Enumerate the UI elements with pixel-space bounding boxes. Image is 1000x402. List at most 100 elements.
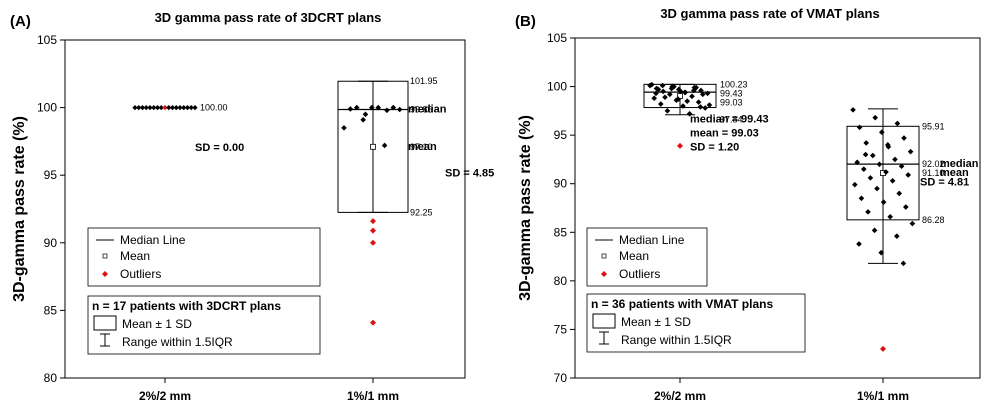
- data-point-0-0-10: [169, 105, 176, 111]
- data-point-1-0-34: [682, 89, 688, 96]
- legend-frame-0: [87, 227, 321, 287]
- y-tick-label-0-3: 95: [44, 168, 58, 182]
- data-point-0-0-14: [184, 105, 191, 111]
- legend-mean-swatch-0: [102, 253, 108, 259]
- data-point-0-1-10: [381, 142, 388, 149]
- data-point-1-0-28: [668, 85, 675, 92]
- data-point-1-1-22: [858, 195, 865, 202]
- outlier-point-1-0-0: [677, 142, 683, 149]
- x-tick-label-0-0: 2%/2 mm: [139, 389, 191, 402]
- outlier-point-0-1-0: [370, 218, 376, 225]
- data-point-1-0-22: [655, 86, 662, 93]
- data-point-1-1-16: [905, 172, 911, 178]
- data-point-1-0-23: [677, 88, 684, 95]
- value-annotation-1-0-1: 99.43: [720, 88, 743, 98]
- data-point-1-0-26: [684, 98, 690, 104]
- outlier-point-0-1-3: [370, 319, 376, 326]
- legend-box-item-range-0: Range within 1.5IQR: [122, 335, 233, 349]
- data-point-0-0-9: [166, 105, 172, 111]
- data-point-0-0-2: [139, 105, 146, 111]
- data-point-1-0-29: [691, 87, 697, 94]
- x-tick-label-0-1: 1%/1 mm: [347, 389, 399, 402]
- data-point-1-1-24: [903, 204, 909, 210]
- data-point-1-1-12: [876, 161, 883, 168]
- plot-frame-1: [574, 37, 981, 379]
- data-point-1-1-2: [894, 120, 901, 127]
- value-annotation-0-1-1: 99.86: [410, 104, 433, 114]
- group-label-1-1-0: median: [940, 158, 979, 170]
- data-point-1-1-5: [901, 135, 907, 141]
- data-point-1-0-32: [697, 104, 704, 110]
- data-point-1-1-11: [854, 159, 860, 166]
- mean-marker-0-1: [370, 143, 376, 150]
- data-point-0-0-12: [177, 105, 183, 111]
- stats-text-1-0-1: mean = 99.03: [690, 128, 759, 140]
- y-tick-label-0-5: 105: [37, 33, 57, 47]
- data-point-1-0-18: [686, 110, 693, 117]
- group-label-0-1-0: median: [408, 103, 447, 115]
- data-point-0-0-4: [147, 105, 153, 111]
- data-point-1-0-33: [659, 82, 666, 89]
- data-point-0-1-4: [369, 104, 375, 111]
- value-annotation-1-1-1: 92.02: [922, 159, 945, 169]
- group-label-0-1-2: SD = 4.85: [445, 168, 494, 180]
- data-point-0-1-9: [360, 116, 366, 123]
- data-point-0-1-6: [353, 104, 360, 111]
- data-point-0-1-2: [384, 107, 390, 114]
- chart-title-1: 3D gamma pass rate of VMAT plans: [660, 6, 879, 21]
- data-point-1-0-31: [675, 96, 681, 102]
- panel-label-0: (A): [10, 13, 31, 30]
- legend-item-outliers-1: Outliers: [619, 267, 660, 281]
- data-point-1-0-25: [662, 94, 668, 101]
- data-point-1-0-13: [695, 99, 702, 105]
- data-point-1-0-8: [704, 90, 711, 97]
- data-point-0-1-0: [341, 125, 347, 131]
- data-point-1-1-19: [852, 181, 858, 188]
- outlier-point-1-1-0: [880, 345, 886, 352]
- data-point-1-1-27: [909, 220, 916, 227]
- data-point-0-0-1: [136, 105, 142, 111]
- data-point-0-0-7: [158, 105, 164, 111]
- data-point-1-1-29: [894, 233, 900, 239]
- data-point-0-0-13: [181, 105, 187, 111]
- legend-box-item-sd-0: Mean ± 1 SD: [122, 317, 192, 331]
- y-tick-label-0-2: 90: [44, 236, 58, 250]
- data-point-1-1-3: [856, 124, 863, 131]
- chart-title-0: 3D gamma pass rate of 3DCRT plans: [155, 10, 382, 25]
- stats-text-1-0-2: SD = 1.20: [690, 142, 739, 154]
- legend-item-median-1: Median Line: [619, 233, 685, 247]
- y-tick-label-0-1: 85: [44, 303, 58, 317]
- data-point-1-0-17: [664, 108, 671, 114]
- y-tick-label-1-7: 105: [547, 31, 567, 45]
- data-point-1-1-18: [889, 178, 896, 184]
- group-label-1-1-1: mean: [940, 167, 969, 179]
- data-point-1-1-8: [907, 148, 914, 155]
- legend-item-outliers-0: Outliers: [120, 267, 161, 281]
- data-point-1-1-20: [874, 185, 880, 192]
- data-point-1-1-25: [865, 209, 871, 215]
- data-point-0-1-7: [375, 104, 382, 111]
- y-tick-label-1-6: 100: [547, 80, 567, 94]
- data-point-1-0-20: [671, 83, 677, 90]
- data-point-1-1-10: [892, 156, 898, 163]
- y-tick-label-1-2: 80: [554, 274, 568, 288]
- legend-box-item-sd-1: Mean ± 1 SD: [621, 315, 691, 329]
- data-point-0-1-1: [362, 111, 369, 118]
- data-point-1-1-26: [887, 213, 893, 220]
- data-point-0-0-6: [154, 105, 161, 111]
- value-annotation-0-1-2: 97.10: [410, 142, 433, 152]
- y-tick-label-0-4: 100: [37, 101, 57, 115]
- data-point-1-1-31: [878, 249, 884, 256]
- stats-text-0-0-0: SD = 0.00: [195, 142, 244, 154]
- data-point-0-0-11: [173, 105, 179, 111]
- data-point-1-0-5: [698, 87, 704, 94]
- legend2-frame-0: [87, 295, 321, 355]
- data-point-0-0-0: [132, 105, 138, 111]
- data-point-1-0-6: [660, 88, 666, 95]
- value-annotation-1-0-2: 99.03: [720, 97, 743, 107]
- plot-frame-0: [64, 39, 466, 379]
- data-point-1-1-6: [863, 140, 869, 146]
- value-annotation-0-1-3: 92.25: [410, 207, 433, 217]
- data-point-1-0-9: [667, 91, 673, 98]
- data-point-1-1-0: [850, 107, 856, 113]
